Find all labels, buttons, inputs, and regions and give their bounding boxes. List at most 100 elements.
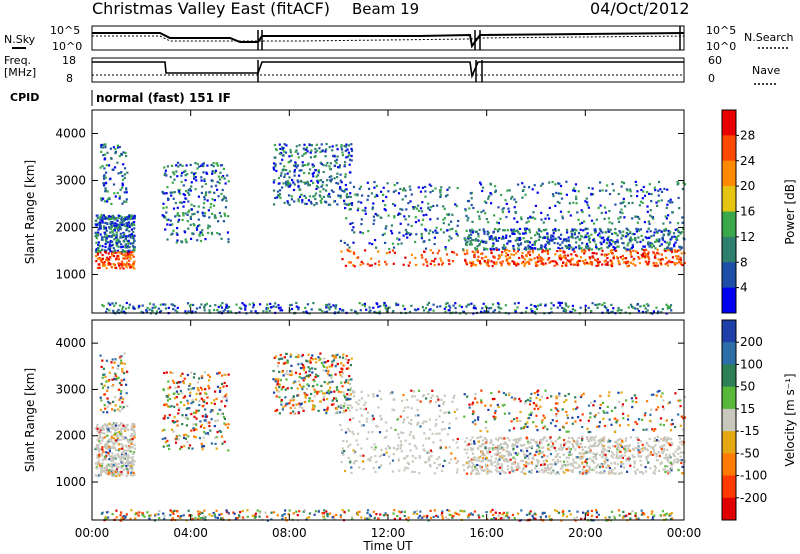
- data-point: [123, 352, 126, 355]
- data-point: [119, 458, 122, 461]
- data-point: [543, 436, 546, 439]
- data-point: [180, 180, 183, 183]
- data-point: [617, 438, 620, 441]
- data-point: [104, 471, 108, 474]
- data-point: [121, 460, 124, 463]
- data-point: [196, 239, 199, 242]
- data-point: [542, 258, 545, 261]
- data-point: [361, 232, 364, 235]
- data-point: [636, 251, 639, 254]
- data-point: [426, 264, 429, 267]
- data-point: [417, 219, 420, 222]
- data-point: [172, 229, 175, 232]
- data-point: [567, 254, 570, 257]
- data-point: [508, 189, 511, 192]
- data-point: [361, 303, 364, 306]
- data-point: [205, 302, 209, 305]
- data-point: [672, 459, 676, 462]
- data-point: [397, 213, 400, 216]
- data-point: [349, 387, 353, 390]
- data-point: [621, 258, 624, 261]
- data-point: [408, 261, 411, 264]
- data-point: [360, 414, 363, 417]
- data-point: [204, 413, 207, 416]
- data-point: [120, 443, 123, 446]
- data-point: [290, 154, 293, 157]
- data-point: [99, 466, 102, 469]
- data-point: [305, 387, 308, 390]
- data-point: [265, 308, 268, 311]
- data-point: [446, 188, 449, 191]
- data-point: [353, 252, 356, 255]
- data-point: [347, 388, 350, 391]
- data-point: [495, 248, 498, 252]
- data-point: [611, 451, 614, 454]
- data-point: [127, 253, 130, 256]
- data-point: [106, 445, 109, 448]
- data-point: [157, 307, 160, 310]
- data-point: [98, 474, 101, 477]
- data-point: [407, 232, 410, 235]
- data-point: [375, 184, 378, 188]
- data-point: [572, 247, 575, 250]
- data-point: [121, 367, 124, 371]
- data-point: [447, 309, 450, 312]
- data-point: [120, 379, 123, 382]
- data-point: [216, 162, 219, 165]
- data-point: [185, 433, 188, 436]
- data-point: [362, 424, 365, 427]
- data-point: [380, 454, 383, 457]
- data-point: [372, 222, 375, 225]
- data-point: [110, 469, 113, 472]
- data-point: [673, 243, 676, 246]
- data-point: [637, 229, 640, 232]
- data-point: [573, 233, 576, 236]
- data-point: [522, 256, 525, 259]
- data-point: [175, 396, 178, 399]
- data-point: [393, 398, 396, 401]
- data-point: [163, 173, 166, 177]
- data-point: [420, 237, 423, 240]
- data-point: [399, 447, 402, 450]
- data-point: [317, 186, 320, 189]
- data-point: [115, 217, 118, 220]
- data-point: [474, 264, 477, 267]
- data-point: [100, 236, 104, 239]
- data-point: [516, 242, 520, 246]
- data-point: [117, 439, 120, 442]
- data-point: [107, 440, 110, 443]
- data-point: [350, 147, 353, 150]
- data-point: [352, 395, 355, 398]
- data-point: [274, 302, 277, 305]
- data-point: [546, 236, 549, 239]
- data-point: [532, 457, 535, 461]
- data-point: [395, 302, 398, 305]
- data-point: [436, 252, 439, 255]
- data-point: [646, 303, 649, 306]
- data-point: [559, 254, 562, 257]
- nsky-trace: [92, 32, 685, 49]
- data-point: [320, 198, 323, 201]
- data-point: [130, 242, 134, 245]
- data-point: [355, 459, 358, 463]
- data-point: [371, 431, 374, 434]
- data-point: [303, 164, 307, 167]
- data-point: [196, 167, 199, 170]
- data-point: [540, 452, 543, 455]
- data-point: [100, 462, 103, 465]
- data-point: [304, 396, 307, 399]
- data-point: [496, 239, 499, 242]
- data-point: [486, 464, 489, 467]
- data-point: [285, 402, 288, 405]
- data-point: [103, 200, 106, 203]
- data-point: [141, 304, 144, 307]
- data-point: [132, 266, 135, 269]
- data-point: [518, 466, 521, 469]
- data-point: [332, 403, 335, 406]
- data-point: [437, 263, 440, 266]
- data-point: [178, 407, 181, 410]
- data-point: [126, 235, 129, 238]
- data-point: [310, 144, 313, 147]
- data-point: [268, 309, 271, 313]
- data-point: [466, 240, 469, 243]
